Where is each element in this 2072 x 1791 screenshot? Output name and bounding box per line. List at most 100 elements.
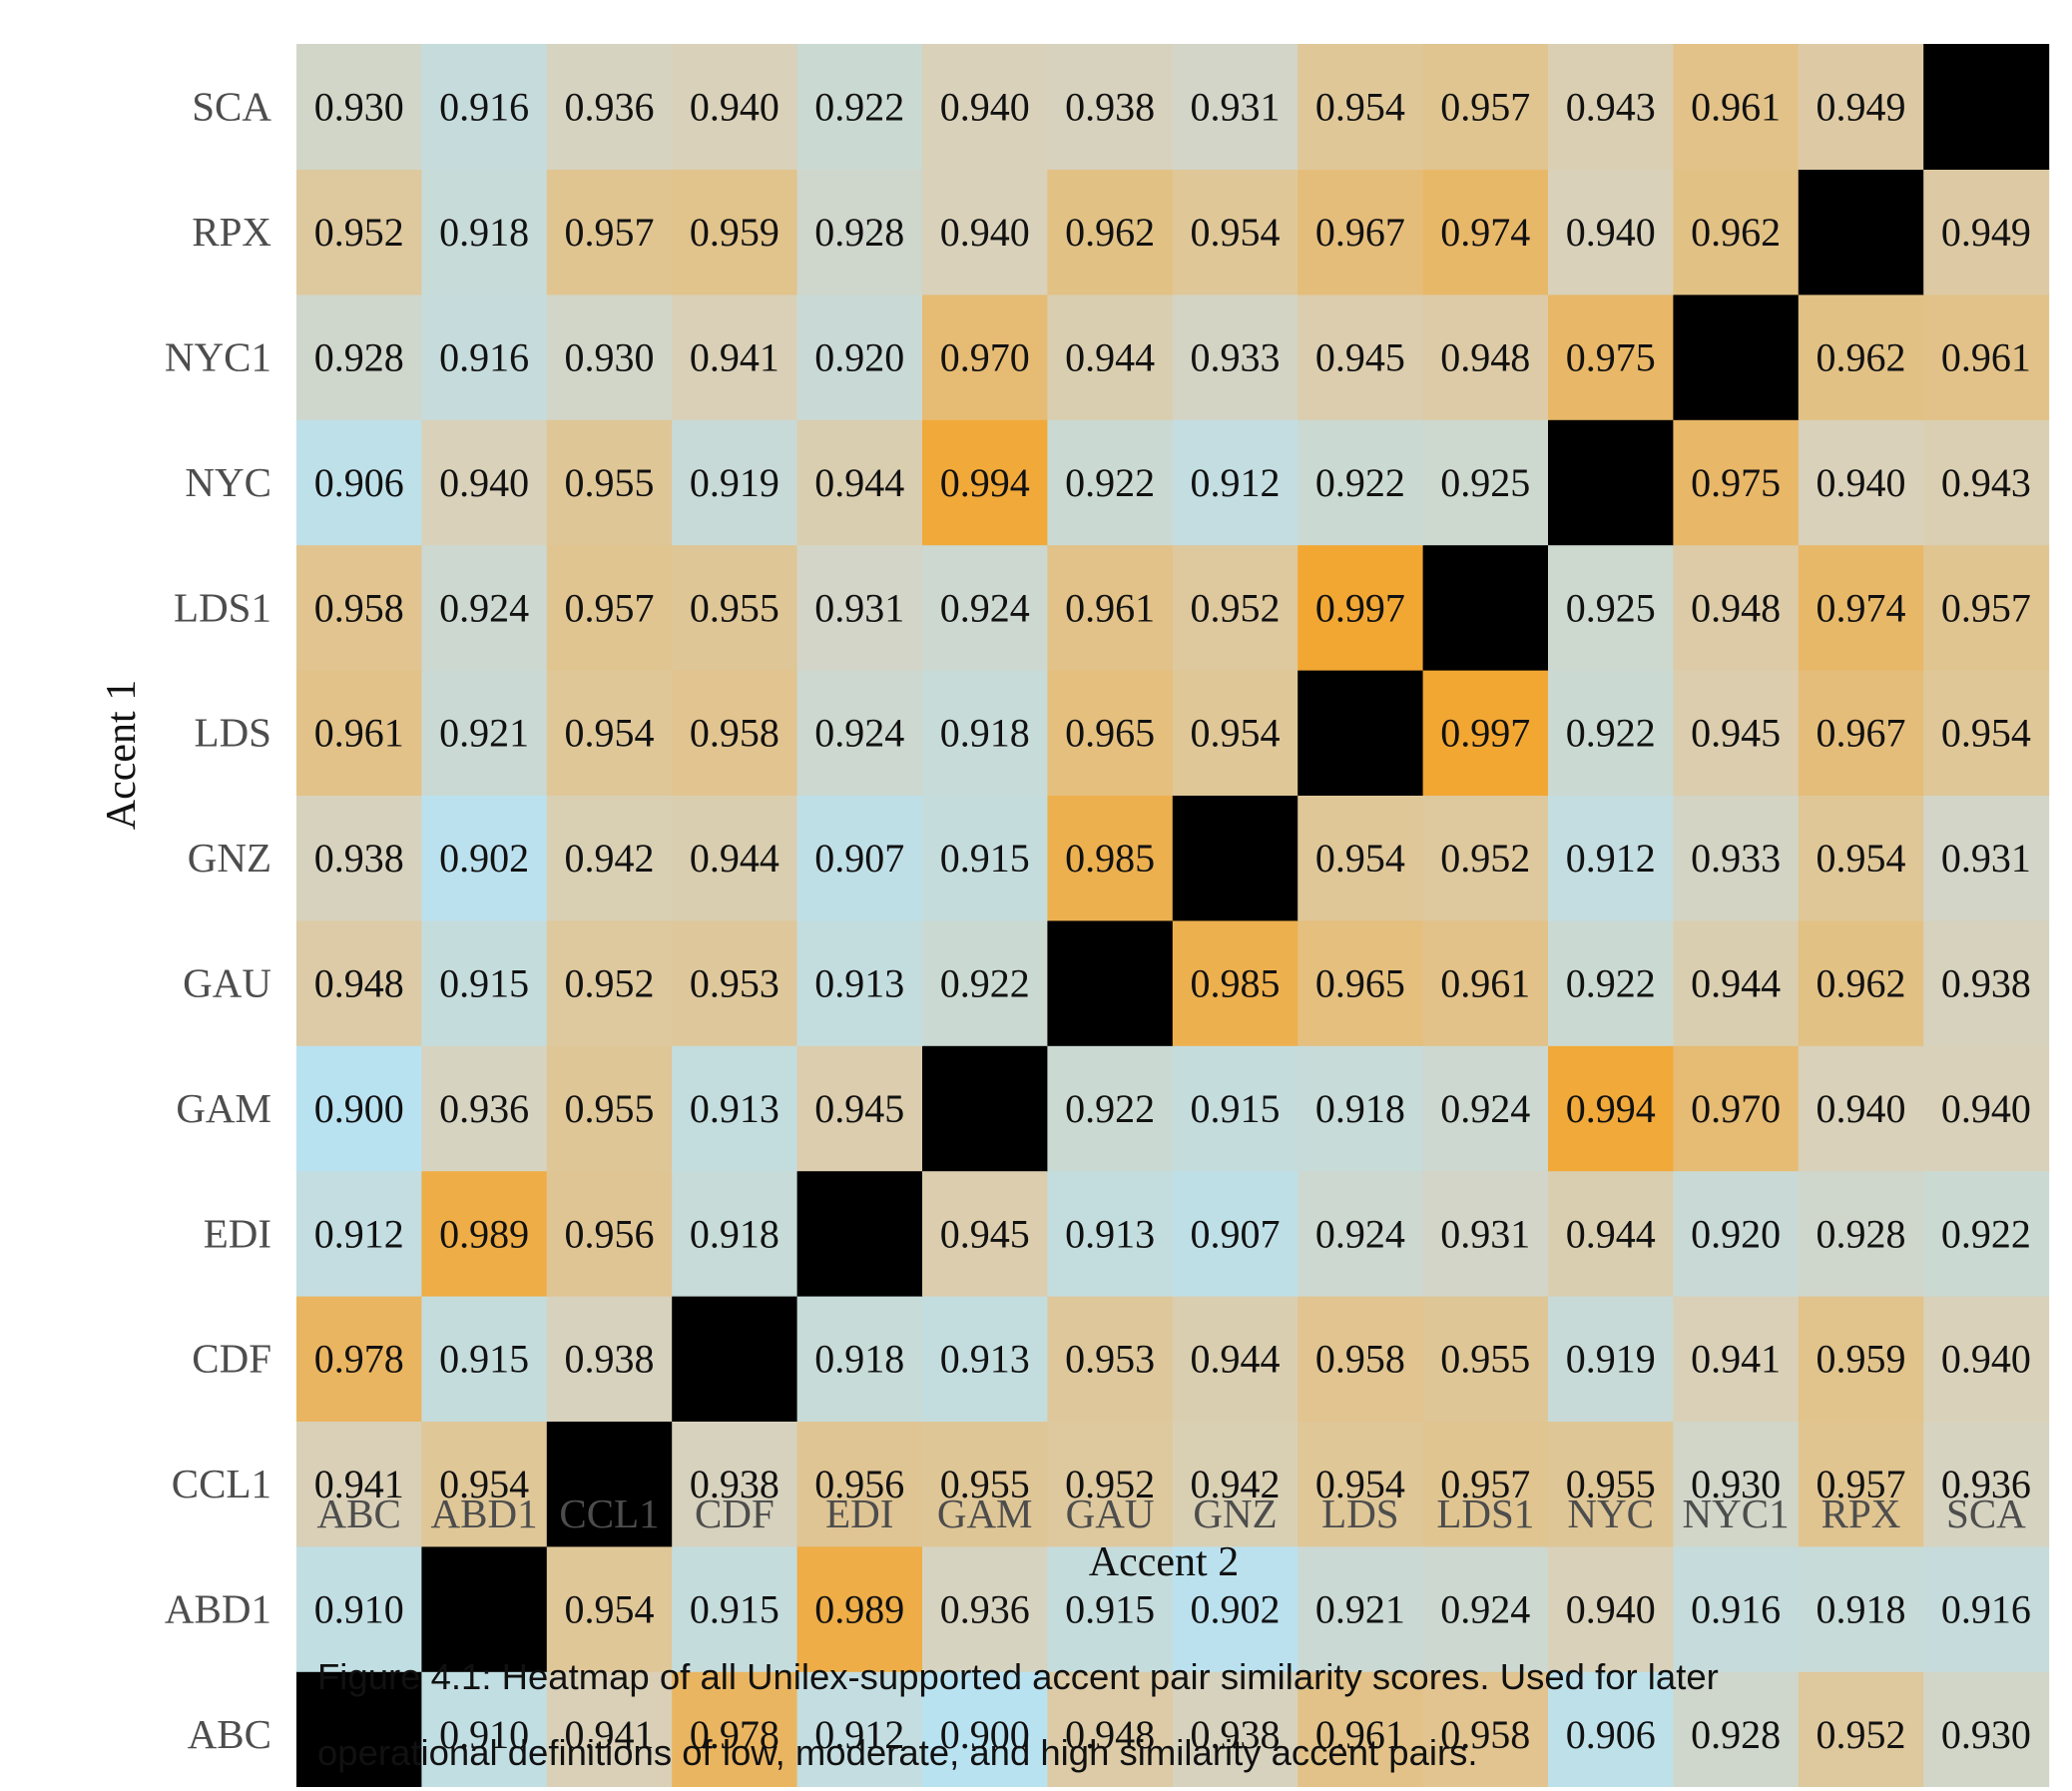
heatmap-cell [672, 1671, 798, 1787]
heatmap-cell-value: 0.974 [1816, 585, 1906, 630]
heatmap-cell [1172, 1421, 1298, 1547]
heatmap-cell-value: 0.957 [565, 210, 655, 255]
heatmap-cell-value: 0.936 [565, 85, 655, 130]
heatmap-cell-value: 0.961 [1315, 1712, 1405, 1757]
heatmap-cell-value: 0.906 [314, 460, 404, 505]
heatmap-cell [421, 919, 548, 1046]
heatmap-cell-value: 0.944 [1065, 335, 1155, 380]
heatmap-cell [421, 1170, 548, 1297]
x-axis-tick-labels: ABC ABD1 CCL1 CDF EDI GAM GAU GNZ LDS LDS1 NYC NYC1… [317, 1491, 2027, 1536]
heatmap-diagonal-cell [1798, 169, 1924, 296]
heatmap-cell-value: 0.961 [1941, 335, 2031, 380]
heatmap-cell [546, 544, 673, 671]
heatmap-cell-value: 0.915 [439, 961, 529, 1006]
heatmap-cell [672, 1545, 798, 1672]
heatmap-cell [796, 1045, 923, 1172]
heatmap-cell [1923, 795, 2050, 921]
heatmap-cell-value: 0.936 [940, 1587, 1030, 1632]
heatmap-cell [1923, 1545, 2050, 1672]
heatmap-cell [922, 919, 1048, 1046]
heatmap-cell [421, 1045, 548, 1172]
heatmap-cell-value: 0.958 [1440, 1712, 1530, 1757]
heatmap-cell-value: 0.928 [314, 335, 404, 380]
heatmap-cell [1422, 670, 1549, 796]
heatmap-cell-value: 0.961 [1691, 85, 1781, 130]
heatmap-cell [1673, 1671, 1800, 1787]
heatmap-cell [1172, 1170, 1298, 1297]
heatmap-cell-value: 0.936 [1941, 1462, 2031, 1506]
y-axis-tick-label: GNZ [188, 835, 271, 881]
heatmap-cell-value: 0.918 [940, 711, 1030, 756]
heatmap-cell [1923, 1421, 2050, 1547]
heatmap-cell-value: 0.921 [439, 711, 529, 756]
heatmap-cell-value: 0.915 [690, 1587, 779, 1632]
heatmap-cell [1798, 1545, 1924, 1672]
heatmap-cell [296, 419, 422, 546]
heatmap-cell [1673, 544, 1800, 671]
x-axis-tick-label: GNZ [1193, 1491, 1277, 1536]
heatmap-cell-value: 0.907 [814, 836, 904, 881]
heatmap-cell-value: 0.938 [1941, 961, 2031, 1006]
heatmap-cell-value: 0.957 [1816, 1462, 1906, 1506]
heatmap-cell-value: 0.955 [565, 1086, 655, 1131]
heatmap-cell-value: 0.940 [940, 85, 1030, 130]
figure-caption: Figure 4.1: Heatmap of all Unilex-suppor… [317, 1639, 1974, 1791]
heatmap-cell [546, 795, 673, 921]
heatmap-cell [1422, 419, 1549, 546]
heatmap-cell [1422, 294, 1549, 420]
heatmap-diagonal-cell [1673, 294, 1800, 420]
heatmap-cell [296, 919, 422, 1046]
heatmap-cell-value: 0.924 [1440, 1587, 1530, 1632]
heatmap-cell [1047, 169, 1174, 296]
heatmap-cell [672, 1421, 798, 1547]
heatmap-cell [1798, 919, 1924, 1046]
heatmap-cell-value: 0.928 [1816, 1211, 1906, 1256]
heatmap-cell-value: 0.948 [314, 961, 404, 1006]
caption-line-1: Figure 4.1: Heatmap of all Unilex-suppor… [317, 1656, 1719, 1697]
heatmap-cell [672, 544, 798, 671]
heatmap-cell [1548, 1296, 1674, 1422]
heatmap-cell-value: 0.912 [814, 1712, 904, 1757]
heatmap-cell-value: 0.948 [1691, 585, 1781, 630]
heatmap-cell [796, 919, 923, 1046]
heatmap-cell-value: 0.907 [1191, 1211, 1281, 1256]
heatmap-cell-value: 0.915 [1065, 1587, 1155, 1632]
heatmap-cell-value: 0.922 [814, 85, 904, 130]
heatmap-cell-value: 0.922 [1566, 961, 1656, 1006]
x-axis-tick-label: ABC [317, 1491, 401, 1536]
heatmap-cell-value: 0.925 [1440, 460, 1530, 505]
x-axis-tick-label: NYC [1567, 1491, 1654, 1536]
heatmap-cell [922, 169, 1048, 296]
y-axis-tick-label: ABC [188, 1711, 271, 1757]
heatmap-cell-value: 0.948 [1065, 1712, 1155, 1757]
heatmap-cell [546, 670, 673, 796]
y-axis-tick-labels: ABC ABD1 CCL1 CDF EDI GAM GAU GNZ LDS LDS1 NYC NYC1… [165, 84, 271, 1757]
heatmap-cell-value: 0.912 [1566, 836, 1656, 881]
heatmap-cell [796, 169, 923, 296]
heatmap-cell [672, 44, 798, 170]
heatmap-cell-value: 0.962 [1816, 335, 1906, 380]
heatmap-cell-value: 0.918 [439, 210, 529, 255]
heatmap-cell [672, 294, 798, 420]
heatmap-cell-value: 0.967 [1816, 711, 1906, 756]
heatmap-cell-value: 0.962 [1691, 210, 1781, 255]
heatmap-cell [1422, 169, 1549, 296]
heatmap-cell-value: 0.955 [1440, 1337, 1530, 1382]
y-axis-title: Accent 1 [99, 680, 145, 830]
heatmap-cell [1297, 919, 1424, 1046]
heatmap-diagonal-cell [1923, 44, 2050, 170]
heatmap-cell [1548, 169, 1674, 296]
heatmap-cell [1548, 919, 1674, 1046]
heatmap-cell [1422, 1671, 1549, 1787]
heatmap-cell-value: 0.975 [1691, 460, 1781, 505]
caption-line-2: operational definitions of low, moderate… [317, 1732, 1478, 1773]
heatmap-cell-value: 0.958 [690, 711, 779, 756]
heatmap-cell-value: 0.954 [565, 711, 655, 756]
heatmap-cell-value: 0.945 [814, 1086, 904, 1131]
heatmap-cell [1047, 1671, 1174, 1787]
heatmap-cell [922, 419, 1048, 546]
heatmap-cell-value: 0.924 [1440, 1086, 1530, 1131]
heatmap-cell-value: 0.918 [814, 1337, 904, 1382]
heatmap-cell [922, 795, 1048, 921]
heatmap-cell-value: 0.943 [1566, 85, 1656, 130]
